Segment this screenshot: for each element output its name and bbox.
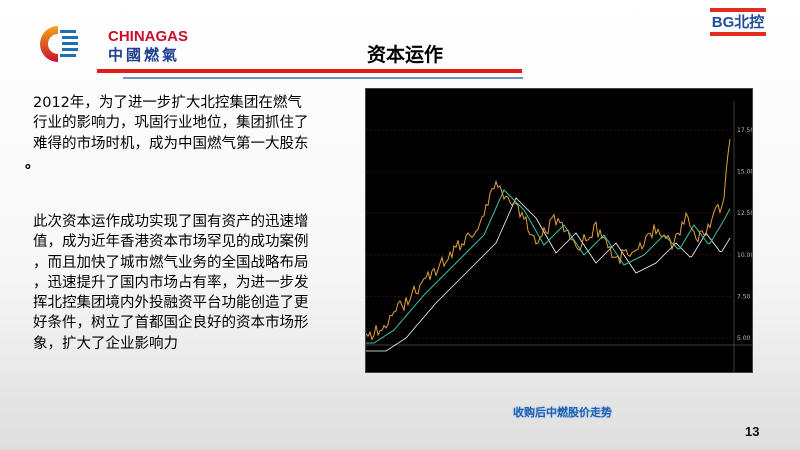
text-line: 此次资本运作成功实现了国有资产的迅速增 <box>33 214 309 230</box>
y-tick-label: 10.00 <box>737 252 752 259</box>
text-line: 挥北控集团境内外投融资平台功能创造了更 <box>33 295 309 312</box>
text-line: ，迅速提升了国内市场占有率，为进一步发 <box>33 274 309 291</box>
y-tick-label: 5.00 <box>737 335 751 342</box>
text-line: ，而且加快了城市燃气业务的全国战略布局 <box>33 254 309 271</box>
moving-average-line <box>366 197 731 352</box>
bg-partner-logo: BG北控 <box>710 8 766 36</box>
stock-price-chart-image: 17.50 15.00 12.50 10.00 7.50 5.00 <box>365 88 754 373</box>
title-divider-blue <box>123 77 523 79</box>
title-divider-red <box>97 69 522 73</box>
y-tick-label: 12.50 <box>737 210 752 217</box>
paragraph-1: 2012年，为了进一步扩大北控集团在燃气 行业的影响力，巩固行业地位，集团抓住了… <box>25 93 309 174</box>
chart-caption: 收购后中燃股价走势 <box>513 406 612 419</box>
text-line: 好条件，树立了首都国企良好的资本市场形 <box>33 315 309 332</box>
y-tick-label: 7.50 <box>737 293 751 300</box>
y-tick-label: 15.00 <box>737 169 752 176</box>
stock-chart-svg: 17.50 15.00 12.50 10.00 7.50 5.00 <box>365 101 754 372</box>
page-title: 资本运作 <box>366 44 443 66</box>
text-line: 2012年，为了进一步扩大北控集团在燃气 <box>33 95 302 111</box>
page-number: 13 <box>745 424 760 439</box>
paragraph-2: 此次资本运作成功实现了国有资产的迅速增 值，成为近年香港资本市场罕见的成功案例 … <box>33 212 309 354</box>
text-line: 。 <box>25 155 40 172</box>
price-line <box>365 139 731 341</box>
chinagas-emblem-icon <box>40 26 78 62</box>
moving-average-line <box>366 189 731 344</box>
text-line: 值，成为近年香港资本市场罕见的成功案例 <box>33 234 309 251</box>
text-line: 行业的影响力，巩固行业地位，集团抓住了 <box>33 115 309 132</box>
text-line: 象，扩大了企业影响力 <box>33 335 178 352</box>
logo-english: CHINAGAS <box>108 28 189 45</box>
y-tick-label: 17.50 <box>737 127 752 134</box>
logo-chinese: 中國燃氣 <box>108 46 181 64</box>
text-line: 难得的市场时机，成为中国燃气第一大股东 <box>33 135 309 152</box>
chinagas-logo: CHINAGAS 中國燃氣 <box>38 26 228 64</box>
